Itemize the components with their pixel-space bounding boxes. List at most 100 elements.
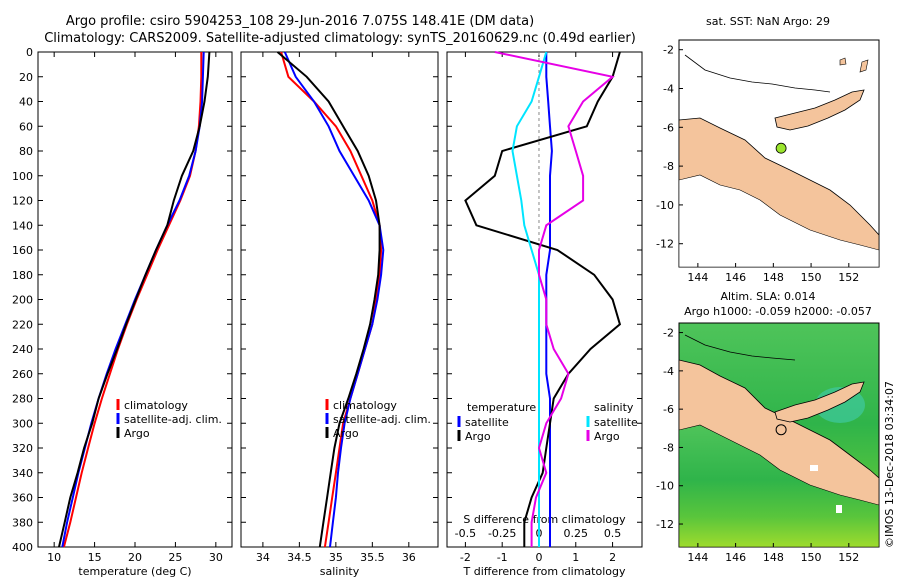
temperature-profile: 10 15 20 25 30020406080100120140160180200220… bbox=[12, 46, 233, 578]
x-tick-label: 1 bbox=[572, 551, 579, 564]
legend-label: satellite-adj. clim. bbox=[124, 413, 222, 426]
map-y-tick-label: -10 bbox=[656, 199, 674, 212]
x-tick-label: 10 bbox=[47, 551, 61, 564]
legend-label: Argo bbox=[465, 430, 491, 443]
plot-frame bbox=[240, 51, 439, 548]
map-y-tick-label: -12 bbox=[656, 238, 674, 251]
map-x-tick-label: 148 bbox=[763, 551, 784, 564]
x-axis-label: salinity bbox=[320, 565, 360, 578]
map-y-tick-label: -8 bbox=[663, 441, 674, 454]
x-tick-label: 2 bbox=[609, 551, 616, 564]
map-y-tick-label: -8 bbox=[663, 160, 674, 173]
y-tick-label: 300 bbox=[12, 417, 33, 430]
map-x-tick-label: 148 bbox=[763, 271, 784, 284]
y-tick-label: 200 bbox=[12, 294, 33, 307]
x-axis-label: temperature (deg C) bbox=[78, 565, 191, 578]
profile-panels: 10 15 20 25 30020406080100120140160180200220… bbox=[12, 46, 643, 578]
map-x-tick-label: 144 bbox=[687, 271, 708, 284]
legend-label: Argo bbox=[594, 430, 620, 443]
y-tick-label: 120 bbox=[12, 195, 33, 208]
map-top: sat. SST: NaN Argo: 29 144 146 148 150 152 -2… bbox=[656, 15, 880, 284]
x-tick-label: 34 bbox=[256, 551, 270, 564]
y-tick-label: 400 bbox=[12, 541, 33, 554]
map-top-title: sat. SST: NaN Argo: 29 bbox=[706, 15, 830, 28]
legend-label: climatology bbox=[124, 399, 188, 412]
x-tick-label: 36 bbox=[402, 551, 416, 564]
map-top-land bbox=[679, 54, 879, 267]
map-y-tick-label: -4 bbox=[663, 365, 674, 378]
map-x-tick-label: 144 bbox=[687, 551, 708, 564]
imos-watermark: ©IMOS 13-Dec-2018 03:34:07 bbox=[883, 381, 896, 548]
y-tick-label: 40 bbox=[19, 96, 33, 109]
x2-tick-label: -0.5 bbox=[455, 527, 476, 540]
y-tick-label: 80 bbox=[19, 145, 33, 158]
map-y-tick-label: -2 bbox=[663, 44, 674, 57]
legend-label: satellite bbox=[465, 416, 509, 429]
y-tick-label: 100 bbox=[12, 170, 33, 183]
series-line-argo bbox=[276, 51, 381, 548]
legend-label: climatology bbox=[333, 399, 397, 412]
series-line-s-argo bbox=[494, 51, 615, 547]
series-line-satellite-adj-clim- bbox=[283, 51, 385, 548]
x-tick-label: 34.5 bbox=[287, 551, 312, 564]
y-tick-label: 320 bbox=[12, 442, 33, 455]
map-top-axes: 144 146 148 150 152 -2 -4 -6 -8 -10 -12 bbox=[656, 44, 859, 284]
y-tick-label: 160 bbox=[12, 244, 33, 257]
x-tick-label: 25 bbox=[168, 551, 182, 564]
map-x-tick-label: 152 bbox=[838, 551, 859, 564]
salinity-profile: 34 34.5 35 35.5 36 salinity climatologysatelli… bbox=[240, 51, 439, 578]
legend-label: Argo bbox=[124, 427, 150, 440]
map-bottom-axes: 144 146 148 150 152 -2 -4 -6 -8 -10 -12 bbox=[656, 327, 859, 564]
legend-title-salinity: salinity bbox=[594, 401, 634, 414]
y-tick-label: 340 bbox=[12, 467, 33, 480]
x-tick-label: 30 bbox=[209, 551, 223, 564]
map-x-tick-label: 150 bbox=[801, 271, 822, 284]
argo-location-marker-bottom bbox=[775, 424, 787, 436]
map-y-tick-label: -4 bbox=[663, 83, 674, 96]
map-x-tick-label: 146 bbox=[725, 271, 746, 284]
y-tick-label: 360 bbox=[12, 492, 33, 505]
map-x-tick-label: 152 bbox=[838, 271, 859, 284]
y-tick-label: 60 bbox=[19, 120, 33, 133]
series-line-climatology bbox=[280, 51, 383, 548]
y-tick-label: 140 bbox=[12, 219, 33, 232]
argo-location-marker bbox=[775, 142, 787, 154]
y-tick-label: 280 bbox=[12, 393, 33, 406]
y-tick-label: 20 bbox=[19, 71, 33, 84]
map-y-tick-label: -12 bbox=[656, 518, 674, 531]
y-tick-label: 240 bbox=[12, 343, 33, 356]
y-tick-label: 260 bbox=[12, 368, 33, 381]
map-x-tick-label: 150 bbox=[801, 551, 822, 564]
figure-title-line1: Argo profile: csiro 5904253_108 29-Jun-2… bbox=[66, 14, 534, 29]
map-bottom-title-2: Argo h1000: -0.059 h2000: -0.057 bbox=[684, 305, 872, 318]
map-y-tick-label: -6 bbox=[663, 403, 674, 416]
x2-axis-label: S difference from climatology bbox=[463, 513, 626, 526]
map-y-tick-label: -2 bbox=[663, 327, 674, 340]
legend-label: satellite bbox=[594, 416, 638, 429]
series-line-argo bbox=[58, 51, 211, 548]
map-bottom-title-1: Altim. SLA: 0.014 bbox=[720, 290, 815, 303]
x-tick-label: -2 bbox=[460, 551, 471, 564]
x-axis-label: T difference from climatology bbox=[463, 565, 626, 578]
x-tick-label: 0 bbox=[535, 551, 542, 564]
map-x-tick-label: 146 bbox=[725, 551, 746, 564]
map-bottom: Altim. SLA: 0.014 Argo h1000: -0.059 h20… bbox=[656, 290, 880, 564]
x2-tick-label: -0.25 bbox=[488, 527, 516, 540]
map-y-tick-label: -10 bbox=[656, 480, 674, 493]
map-y-tick-label: -6 bbox=[663, 121, 674, 134]
y-tick-label: 220 bbox=[12, 318, 33, 331]
x-tick-label: 20 bbox=[128, 551, 142, 564]
legend-label: satellite-adj. clim. bbox=[333, 413, 431, 426]
figure-title-line2: Climatology: CARS2009. Satellite-adjuste… bbox=[44, 31, 636, 46]
x-tick-label: -1 bbox=[497, 551, 508, 564]
x2-tick-label: 0.25 bbox=[564, 527, 589, 540]
x2-tick-label: 0.5 bbox=[604, 527, 622, 540]
x-tick-label: 35.5 bbox=[360, 551, 385, 564]
y-tick-label: 0 bbox=[26, 46, 33, 59]
x-tick-label: 15 bbox=[88, 551, 102, 564]
legend-title-temperature: temperature bbox=[467, 401, 536, 414]
x-tick-label: 35 bbox=[329, 551, 343, 564]
series-line-s-satellite bbox=[511, 51, 548, 547]
